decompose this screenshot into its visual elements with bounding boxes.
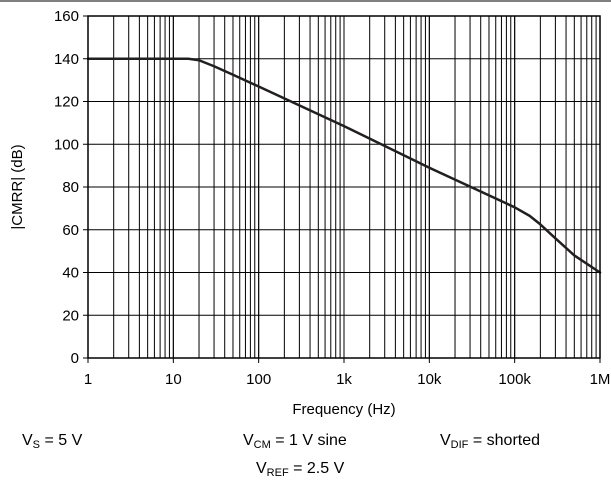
y-tick-label: 140: [54, 51, 79, 68]
x-tick-label: 1k: [336, 371, 352, 388]
x-tick-label: 1M: [590, 371, 611, 388]
condition-vdif-subscript: DIF: [450, 439, 469, 451]
condition-vs: VS = 5 V: [22, 432, 82, 451]
y-tick-label: 80: [62, 179, 79, 196]
series-layer: [86, 57, 602, 274]
condition-vcm-symbol: V: [243, 432, 254, 449]
y-tick-label: 40: [62, 265, 79, 282]
condition-vcm-value: = 1 V sine: [270, 432, 347, 449]
y-tick-label: 60: [62, 222, 79, 239]
condition-vdif: VDIF = shorted: [440, 432, 540, 451]
condition-vs-subscript: S: [32, 439, 41, 451]
condition-vref-symbol: V: [256, 460, 267, 477]
x-tick-label: 100: [246, 371, 271, 388]
y-axis-label: |CMRR| (dB): [9, 144, 26, 229]
series-line-cmrr: [86, 57, 602, 274]
x-tick-label: 10k: [417, 371, 442, 388]
y-tick-label: 120: [54, 94, 79, 111]
condition-vdif-symbol: V: [440, 432, 451, 449]
tick-labels: 0 20 40 60 80 100 120 140 160 1 10 100 1k 10k 100k 1M: [54, 8, 610, 388]
x-tick-label: 10: [165, 371, 182, 388]
condition-vref-value: = 2.5 V: [288, 460, 345, 477]
y-tick-label: 160: [54, 8, 79, 25]
x-tick-label: 1: [84, 371, 92, 388]
condition-vcm-subscript: CM: [253, 439, 271, 451]
condition-vdif-value: = shorted: [468, 432, 541, 449]
grid: [88, 16, 600, 358]
condition-vs-value: = 5 V: [40, 432, 83, 449]
condition-vcm: VCM = 1 V sine: [243, 432, 347, 451]
y-tick-label: 20: [62, 307, 79, 324]
condition-vs-symbol: V: [22, 432, 33, 449]
x-tick-label: 100k: [498, 371, 531, 388]
y-tick-label: 0: [71, 350, 79, 367]
x-axis-label: Frequency (Hz): [292, 401, 395, 418]
condition-vref: VREF = 2.5 V: [256, 460, 344, 479]
condition-vref-subscript: REF: [266, 467, 289, 479]
y-tick-label: 100: [54, 136, 79, 153]
